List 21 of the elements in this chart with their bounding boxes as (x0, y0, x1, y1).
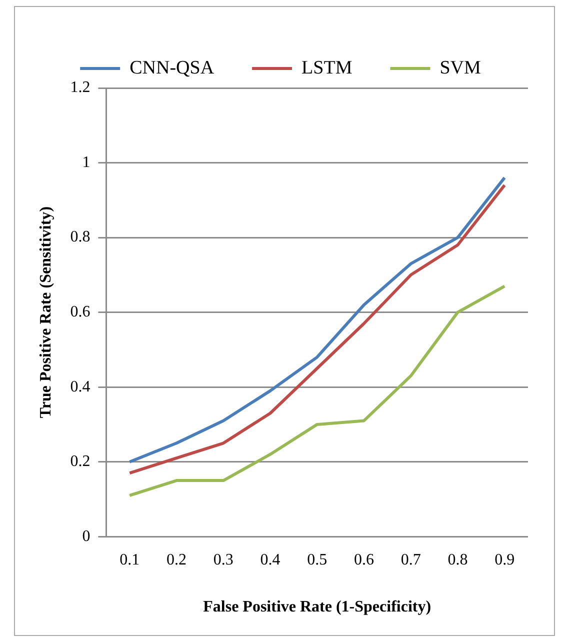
x-tick-label: 0.8 (448, 551, 468, 568)
x-tick-label: 0.6 (354, 551, 374, 568)
legend-label: SVM (440, 57, 482, 78)
x-tick-label: 0.7 (400, 551, 421, 568)
y-tick-label: 0.8 (70, 228, 90, 246)
x-tick-label: 0.4 (260, 551, 280, 568)
x-tick-label: 0.9 (494, 551, 515, 568)
x-tick-label: 0.3 (213, 551, 234, 568)
x-tick-label: 0.5 (307, 551, 328, 568)
legend-label: LSTM (302, 57, 352, 78)
y-tick-label: 0.6 (70, 304, 90, 321)
y-tick-label: 0.2 (70, 453, 90, 470)
x-tick-label: 0.1 (120, 551, 140, 568)
y-axis-title: True Positive Rate (Sensitivity) (38, 206, 55, 418)
legend-label: CNN-QSA (130, 57, 214, 78)
y-tick-label: 0 (82, 528, 90, 545)
y-tick-label: 1.2 (70, 79, 90, 96)
y-tick-label: 1 (82, 154, 90, 171)
x-axis-title: False Positive Rate (1-Specificity) (203, 598, 432, 616)
y-tick-label: 0.4 (70, 378, 90, 396)
x-tick-label: 0.2 (166, 551, 186, 568)
